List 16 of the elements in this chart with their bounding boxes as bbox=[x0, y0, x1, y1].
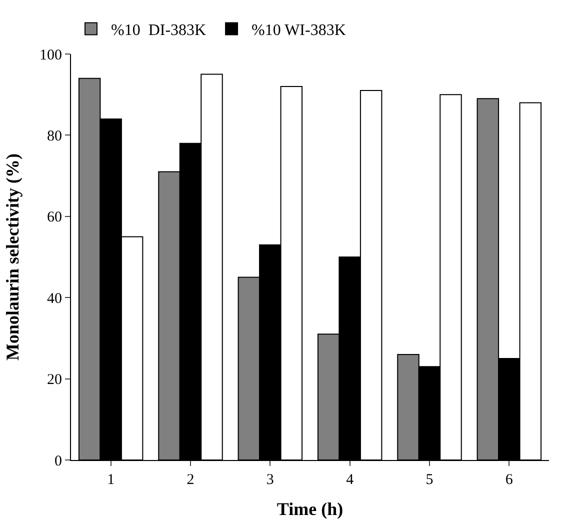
x-tick-label: 3 bbox=[266, 472, 274, 488]
x-tick-label: 2 bbox=[186, 472, 194, 488]
x-axis-title: Time (h) bbox=[276, 499, 344, 520]
x-tick-label: 4 bbox=[346, 472, 354, 488]
y-tick-label: 0 bbox=[54, 453, 62, 470]
y-axis-title: Monolaurin selectivity (%) bbox=[2, 154, 23, 360]
y-tick-label: 60 bbox=[47, 210, 62, 226]
x-tick-label: 6 bbox=[505, 472, 514, 488]
x-tick-label: 1 bbox=[107, 472, 115, 488]
y-tick-label: 80 bbox=[47, 128, 62, 144]
legend-label: %10 WI-383K bbox=[252, 22, 346, 40]
y-tick-label: 20 bbox=[47, 372, 62, 388]
legend-label: %10 DI-383K bbox=[111, 22, 207, 40]
y-tick-label: 40 bbox=[47, 290, 62, 307]
y-tick-label: 100 bbox=[40, 47, 62, 64]
x-tick-label: 5 bbox=[426, 472, 434, 488]
